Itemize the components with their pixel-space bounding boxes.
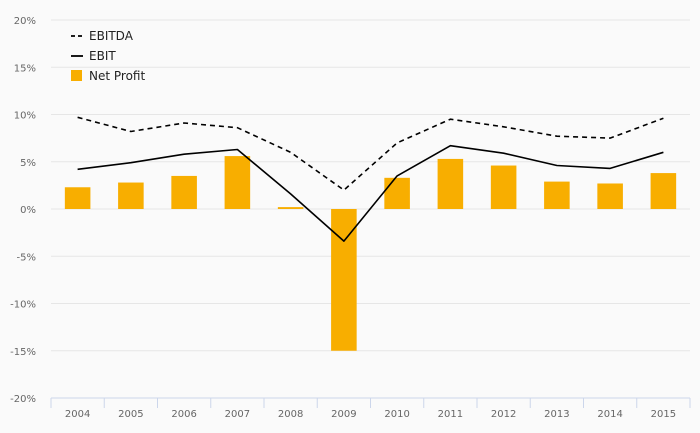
- y-tick-label: 10%: [14, 111, 36, 122]
- ebit-line: [77, 144, 664, 242]
- net-profit-bars: [64, 156, 677, 351]
- net-profit-bar: [224, 156, 251, 209]
- net-profit-bar: [171, 175, 197, 209]
- legend-label: EBITDA: [89, 29, 134, 43]
- y-tick-label: -20%: [10, 394, 36, 405]
- x-tick-label: 2013: [544, 409, 569, 420]
- legend-label: EBIT: [89, 49, 116, 63]
- net-profit-bar: [277, 207, 304, 209]
- line-series: [77, 116, 664, 242]
- x-tick-label: 2012: [491, 409, 516, 420]
- net-profit-bar: [544, 181, 570, 209]
- x-tick-label: 2005: [118, 409, 143, 420]
- ebitda-line: [77, 116, 664, 191]
- y-tick-label: 15%: [14, 63, 36, 74]
- legend-symbol: [71, 70, 82, 81]
- y-axis-ticks: 20% 15% 10% 5% 0% -5% -10% -15% -20%: [10, 16, 36, 405]
- net-profit-bar: [650, 173, 677, 209]
- x-tick-label: 2007: [225, 409, 250, 420]
- x-tick-label: 2010: [384, 409, 409, 420]
- net-profit-bar: [384, 177, 410, 209]
- y-tick-label: -5%: [17, 252, 36, 263]
- x-tick-label: 2008: [278, 409, 303, 420]
- net-profit-bar: [64, 187, 91, 209]
- y-tick-label: 5%: [20, 158, 36, 169]
- y-tick-label: -15%: [10, 347, 36, 358]
- x-tick-label: 2014: [597, 409, 622, 420]
- gridlines: [51, 19, 690, 352]
- net-profit-bar: [597, 183, 623, 209]
- x-axis: 2004 2005 2006 2007 2008 2009 2010 2011 2012 2013…: [50, 397, 691, 420]
- x-tick-label: 2015: [651, 409, 676, 420]
- legend-label: Net Profit: [89, 69, 145, 83]
- net-profit-bar: [490, 165, 517, 209]
- y-tick-label: 0%: [20, 205, 36, 216]
- net-profit-bar: [437, 158, 464, 209]
- legend: EBITDA EBIT Net Profit: [71, 29, 145, 83]
- x-tick-label: 2011: [438, 409, 463, 420]
- x-tick-label: 2006: [171, 409, 196, 420]
- y-tick-label: -10%: [10, 300, 36, 311]
- y-tick-label: 20%: [14, 16, 36, 27]
- x-tick-label: 2009: [331, 409, 356, 420]
- net-profit-bar: [118, 182, 144, 209]
- x-tick-label: 2004: [65, 409, 90, 420]
